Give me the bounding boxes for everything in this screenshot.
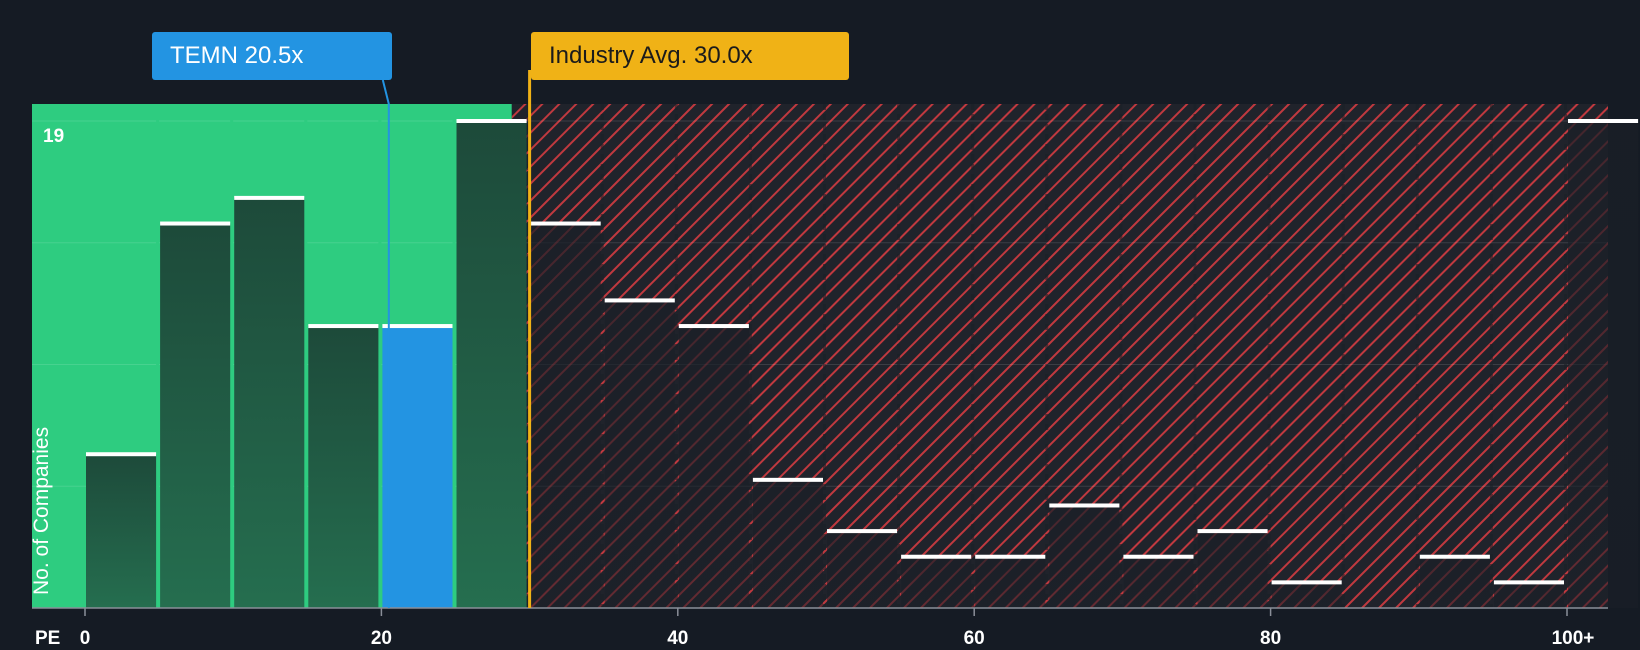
bar-bin-75 [1197,531,1268,608]
bar-top-marker [604,298,675,303]
bar-bin-65 [1049,505,1120,608]
bar-bin-5 [160,223,231,609]
bar-bin-80 [1271,582,1342,608]
bar-company-bin [382,326,453,608]
bar-top-marker [975,554,1046,559]
bar-top-marker [382,324,453,329]
bar-bin-70 [1123,556,1194,608]
company-pe-marker-line [381,79,390,608]
bar-top-marker [1493,580,1564,585]
bar-bin-95 [1493,582,1564,608]
x-axis-title: PE [35,628,61,649]
bar-bin-30 [530,223,601,609]
bar-bin-10 [234,197,305,609]
bar-bin-55 [901,556,972,608]
x-tick-label: 20 [370,628,392,649]
bar-bin-15 [308,326,379,608]
bar-bin-25 [456,121,527,608]
bar-top-marker [160,221,231,226]
y-axis-max-label: 19 [43,126,65,147]
bar-top-marker [827,529,898,534]
bar-bin-35 [604,300,675,608]
x-tick-label: 40 [667,628,689,649]
bar-top-marker [1123,554,1194,559]
bar-top-marker [1197,529,1268,534]
x-tick-label: 100+ [1551,628,1595,649]
bar-top-marker [752,477,823,482]
x-tick-label: 0 [79,628,91,649]
bar-bin-100 [1568,121,1639,608]
x-tick-label: 60 [963,628,985,649]
bar-top-marker [1049,503,1120,508]
industry-avg-callout: Industry Avg. 30.0x [531,32,849,80]
bar-top-marker [1271,580,1342,585]
bar-top-marker [901,554,972,559]
company-pe-callout: TEMN 20.5x [152,32,392,80]
bar-top-marker [234,195,305,200]
bar-bin-40 [678,326,749,608]
bar-bin-45 [752,479,823,608]
bar-top-marker [86,452,157,457]
bar-bin-60 [975,556,1046,608]
bar-top-marker [530,221,601,226]
x-tick-label: 80 [1260,628,1282,649]
bar-bin-90 [1419,556,1490,608]
bar-bin-0 [86,454,157,608]
bar-bin-50 [827,531,898,608]
bar-top-marker [678,324,749,329]
y-axis-title: No. of Companies [30,426,53,595]
bar-top-marker [308,324,379,329]
bar-top-marker [456,119,527,123]
bar-top-marker [1419,554,1490,559]
bar-top-marker [1568,119,1639,123]
